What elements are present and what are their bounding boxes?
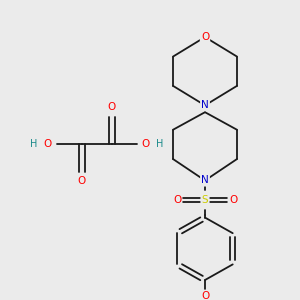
Text: O: O [201,32,209,42]
Text: H: H [156,140,164,149]
Text: O: O [108,102,116,112]
Text: O: O [78,176,86,187]
Text: N: N [201,176,209,185]
Text: O: O [229,195,237,205]
Text: O: O [142,140,150,149]
Text: S: S [202,195,208,205]
Text: O: O [44,140,52,149]
Text: H: H [30,140,38,149]
Text: O: O [201,291,209,300]
Text: N: N [201,100,209,110]
Text: O: O [173,195,181,205]
